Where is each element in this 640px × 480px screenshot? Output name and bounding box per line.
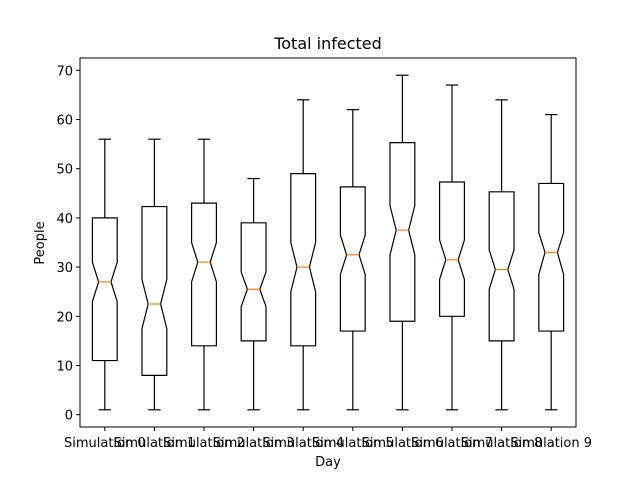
x-axis-label: Day	[315, 455, 341, 470]
box-body	[488, 191, 515, 342]
y-tick-label: 20	[56, 310, 73, 325]
box-body	[141, 205, 168, 376]
y-tick-label: 60	[56, 114, 73, 129]
y-tick-label: 30	[56, 261, 73, 276]
box-body	[240, 222, 267, 342]
box-body	[538, 182, 565, 332]
box-body	[191, 202, 217, 347]
box-body	[339, 186, 366, 332]
x-tick-label: Simulation 4	[262, 436, 344, 451]
y-tick-label: 10	[56, 360, 73, 375]
x-tick-label: Simulation 2	[163, 436, 245, 451]
x-tick-label: Simulation 3	[213, 436, 295, 451]
y-tick-label: 70	[56, 64, 73, 79]
x-tick-label: Simulation 1	[114, 436, 196, 451]
box-body	[290, 173, 317, 347]
x-tick-label: Simulation 5	[312, 436, 394, 451]
y-tick-label: 0	[65, 409, 73, 424]
chart-title: Total infected	[273, 34, 382, 53]
y-tick-label: 40	[56, 212, 73, 227]
x-tick-label: Simulation 0	[64, 436, 146, 451]
axes-frame	[79, 57, 577, 428]
y-tick-label: 50	[56, 163, 73, 178]
box-body	[439, 181, 465, 317]
x-tick-label: Simulation 8	[461, 436, 543, 451]
y-axis-label: People	[33, 221, 48, 264]
box-body	[91, 217, 118, 362]
x-tick-label: Simulation 7	[411, 436, 493, 451]
box-body	[389, 142, 416, 322]
x-tick-label: Simulation 9	[510, 436, 592, 451]
x-tick-label: Simulation 6	[362, 436, 444, 451]
